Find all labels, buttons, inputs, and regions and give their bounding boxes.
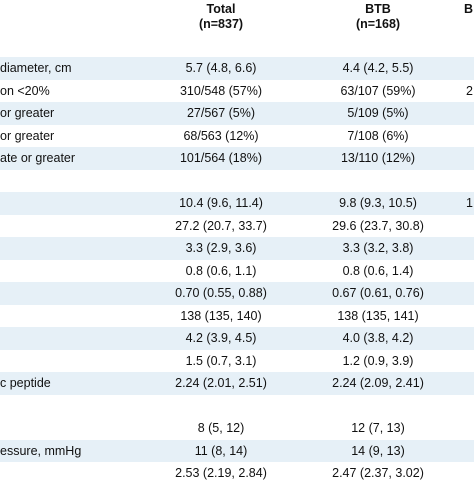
cell-btb: 9.8 (9.3, 10.5) bbox=[339, 196, 417, 210]
table-row bbox=[0, 395, 474, 418]
cell-btb: 3.3 (3.2, 3.8) bbox=[342, 241, 414, 255]
table-row: ate or greater 101/564 (18%) 13/110 (12%) bbox=[0, 147, 474, 170]
cell-total: 4.2 (3.9, 4.5) bbox=[185, 331, 257, 345]
table-row: on <20% 310/548 (57%) 63/107 (59%) 2 bbox=[0, 80, 474, 103]
cell-btb: 13/110 (12%) bbox=[340, 151, 416, 165]
cell-btb: 29.6 (23.7, 30.8) bbox=[332, 218, 424, 233]
table-row: 2.53 (2.19, 2.84) 2.47 (2.37, 3.02) bbox=[0, 462, 474, 485]
cell-btb: 0.8 (0.6, 1.4) bbox=[342, 263, 414, 278]
table-row: 27.2 (20.7, 33.7) 29.6 (23.7, 30.8) bbox=[0, 215, 474, 238]
cell-total: 10.4 (9.6, 11.4) bbox=[179, 196, 263, 210]
column-header-btb-title: BTB bbox=[365, 2, 391, 16]
cell-total: 138 (135, 140) bbox=[180, 308, 262, 323]
column-header-total-title: Total bbox=[206, 2, 236, 16]
row-label: diameter, cm bbox=[0, 61, 72, 75]
cell-btb: 63/107 (59%) bbox=[340, 83, 416, 98]
table-row: 138 (135, 140) 138 (135, 141) bbox=[0, 305, 474, 328]
cell-third-partial: 1 bbox=[466, 196, 473, 210]
table-row: or greater 68/563 (12%) 7/108 (6%) bbox=[0, 125, 474, 148]
table-row: 1.5 (0.7, 3.1) 1.2 (0.9, 3.9) bbox=[0, 350, 474, 373]
column-header-btb-n: (n=168) bbox=[355, 17, 401, 31]
cell-total: 0.70 (0.55, 0.88) bbox=[175, 286, 267, 300]
cell-total: 68/563 (12%) bbox=[183, 128, 259, 143]
cell-btb: 14 (9, 13) bbox=[351, 443, 405, 458]
column-header-btb: BTB (n=168) bbox=[306, 2, 450, 32]
cell-total: 310/548 (57%) bbox=[179, 83, 262, 98]
cell-total: 2.53 (2.19, 2.84) bbox=[175, 466, 267, 480]
column-header-total-n: (n=837) bbox=[198, 17, 244, 31]
cell-total: 11 (8, 14) bbox=[194, 443, 248, 458]
cell-total: 27/567 (5%) bbox=[186, 106, 256, 120]
table-header: Total (n=837) BTB (n=168) B bbox=[0, 0, 474, 48]
table-row: 0.70 (0.55, 0.88) 0.67 (0.61, 0.76) bbox=[0, 282, 474, 305]
table-row: 3.3 (2.9, 3.6) 3.3 (3.2, 3.8) bbox=[0, 237, 474, 260]
cell-btb: 2.47 (2.37, 3.02) bbox=[332, 466, 424, 480]
cell-total: 101/564 (18%) bbox=[179, 151, 262, 165]
cell-btb: 0.67 (0.61, 0.76) bbox=[332, 286, 424, 300]
cell-btb: 138 (135, 141) bbox=[337, 308, 419, 323]
table-row: 8 (5, 12) 12 (7, 13) bbox=[0, 417, 474, 440]
table-row: 0.8 (0.6, 1.1) 0.8 (0.6, 1.4) bbox=[0, 260, 474, 283]
row-label: or greater bbox=[0, 128, 55, 143]
row-label: on <20% bbox=[0, 83, 50, 98]
row-label: or greater bbox=[0, 106, 55, 120]
cell-btb: 4.0 (3.8, 4.2) bbox=[342, 331, 414, 345]
table-row: diameter, cm 5.7 (4.8, 6.6) 4.4 (4.2, 5.5) bbox=[0, 57, 474, 80]
table-row: 4.2 (3.9, 4.5) 4.0 (3.8, 4.2) bbox=[0, 327, 474, 350]
cell-total: 27.2 (20.7, 33.7) bbox=[175, 218, 267, 233]
table-row: 10.4 (9.6, 11.4) 9.8 (9.3, 10.5) 1 bbox=[0, 192, 474, 215]
cell-total: 1.5 (0.7, 3.1) bbox=[185, 353, 257, 368]
cell-btb: 7/108 (6%) bbox=[347, 128, 409, 143]
table-row bbox=[0, 170, 474, 193]
cell-total: 3.3 (2.9, 3.6) bbox=[185, 241, 257, 255]
column-header-third-partial: B bbox=[464, 2, 474, 17]
column-header-third-title: B bbox=[464, 2, 474, 16]
cell-total: 8 (5, 12) bbox=[197, 421, 245, 435]
row-label: c peptide bbox=[0, 376, 51, 390]
cell-btb: 1.2 (0.9, 3.9) bbox=[342, 353, 414, 368]
cell-btb: 5/109 (5%) bbox=[347, 106, 409, 120]
cell-total: 0.8 (0.6, 1.1) bbox=[185, 263, 257, 278]
row-label: essure, mmHg bbox=[0, 443, 82, 458]
cell-btb: 4.4 (4.2, 5.5) bbox=[342, 61, 414, 75]
table-row: or greater 27/567 (5%) 5/109 (5%) bbox=[0, 102, 474, 125]
row-label: ate or greater bbox=[0, 151, 76, 165]
table-row: essure, mmHg 11 (8, 14) 14 (9, 13) bbox=[0, 439, 474, 462]
cell-total: 5.7 (4.8, 6.6) bbox=[185, 61, 257, 75]
column-header-total: Total (n=837) bbox=[150, 2, 292, 32]
table-body: diameter, cm 5.7 (4.8, 6.6) 4.4 (4.2, 5.5)… bbox=[0, 57, 474, 485]
table-row: c peptide 2.24 (2.01, 2.51) 2.24 (2.09, 2.… bbox=[0, 372, 474, 395]
cell-third-partial: 2 bbox=[466, 83, 473, 98]
cell-btb: 2.24 (2.09, 2.41) bbox=[332, 376, 424, 390]
cell-total: 2.24 (2.01, 2.51) bbox=[175, 376, 267, 390]
cell-btb: 12 (7, 13) bbox=[351, 421, 405, 435]
